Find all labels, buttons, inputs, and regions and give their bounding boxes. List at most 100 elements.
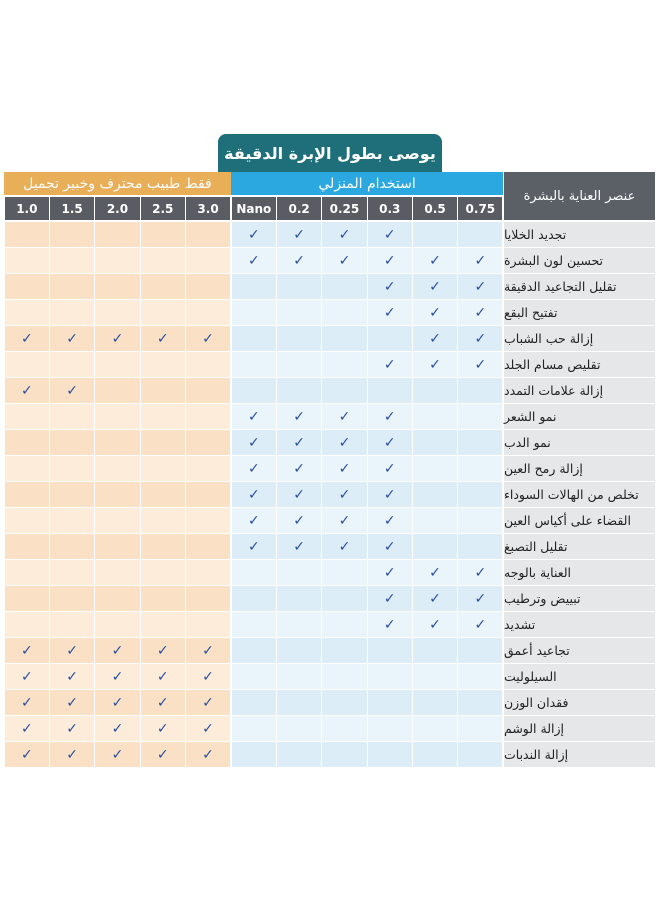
cell [95,378,140,403]
cell [95,300,140,325]
cell [231,690,276,715]
cell: ✓ [95,742,140,767]
cell: ✓ [322,248,367,273]
cell [50,560,95,585]
cell: ✓ [277,430,322,455]
group-header: فقط طبيب محترف وخبير تجميل [4,172,231,195]
cell [95,508,140,533]
row-label: تجاعيد أعمق [504,638,655,663]
cell: ✓ [367,248,412,273]
row-label: إزالة حب الشباب [504,326,655,351]
cell [4,508,49,533]
cell: ✓ [367,508,412,533]
cell: ✓ [277,534,322,559]
cell [50,456,95,481]
cell [231,612,276,637]
cell: ✓ [412,326,458,351]
cell: ✓ [412,352,458,377]
cell: ✓ [185,326,231,351]
cell: ✓ [458,326,503,351]
cell [50,404,95,429]
cell [277,612,322,637]
cell [458,508,503,533]
row-label: تقليص مسام الجلد [504,352,655,377]
cell [95,430,140,455]
cell [412,534,458,559]
cell: ✓ [412,586,458,611]
cell [412,508,458,533]
cell [140,560,185,585]
cell [322,300,367,325]
cell: ✓ [140,742,185,767]
cell [95,456,140,481]
cell [412,482,458,507]
column-header: 0.25 [322,197,367,220]
row-label: العناية بالوجه [504,560,655,585]
cell [412,456,458,481]
cell [140,534,185,559]
row-label: تخلص من الهالات السوداء [504,482,655,507]
cell: ✓ [95,326,140,351]
cell [50,222,95,247]
cell [95,586,140,611]
cell [4,560,49,585]
cell [4,612,49,637]
cell: ✓ [140,326,185,351]
row-label: السيلوليت [504,664,655,689]
cell: ✓ [458,274,503,299]
cell: ✓ [367,482,412,507]
cell [322,742,367,767]
cell [185,222,231,247]
row-label: إزالة الوشم [504,716,655,741]
row-label: فقدان الوزن [504,690,655,715]
cell: ✓ [458,300,503,325]
cell [140,586,185,611]
cell [322,690,367,715]
cell [50,248,95,273]
cell [322,638,367,663]
cell: ✓ [231,534,276,559]
column-header: 3.0 [185,197,231,220]
cell [95,560,140,585]
cell [277,690,322,715]
cell: ✓ [367,352,412,377]
cell [140,612,185,637]
cell [458,404,503,429]
cell [458,638,503,663]
cell [322,586,367,611]
group-header: استخدام المنزلي [231,172,503,195]
cell: ✓ [277,456,322,481]
cell [277,378,322,403]
cell: ✓ [50,638,95,663]
cell: ✓ [231,222,276,247]
cell: ✓ [322,430,367,455]
cell: ✓ [367,612,412,637]
row-label: إزالة علامات التمدد [504,378,655,403]
cell [95,274,140,299]
cell: ✓ [4,690,49,715]
cell: ✓ [367,586,412,611]
cell [367,378,412,403]
cell [412,664,458,689]
cell [231,586,276,611]
cell [140,508,185,533]
row-label: نمو الدب [504,430,655,455]
cell [277,742,322,767]
cell [4,404,49,429]
cell [185,352,231,377]
cell: ✓ [412,274,458,299]
cell: ✓ [185,742,231,767]
cell: ✓ [50,742,95,767]
cell: ✓ [95,664,140,689]
cell [4,456,49,481]
cell [458,690,503,715]
cell [231,300,276,325]
cell [412,222,458,247]
row-label: تشديد [504,612,655,637]
cell [277,300,322,325]
cell [322,612,367,637]
cell: ✓ [367,300,412,325]
cell [322,326,367,351]
cell [140,352,185,377]
cell: ✓ [95,716,140,741]
